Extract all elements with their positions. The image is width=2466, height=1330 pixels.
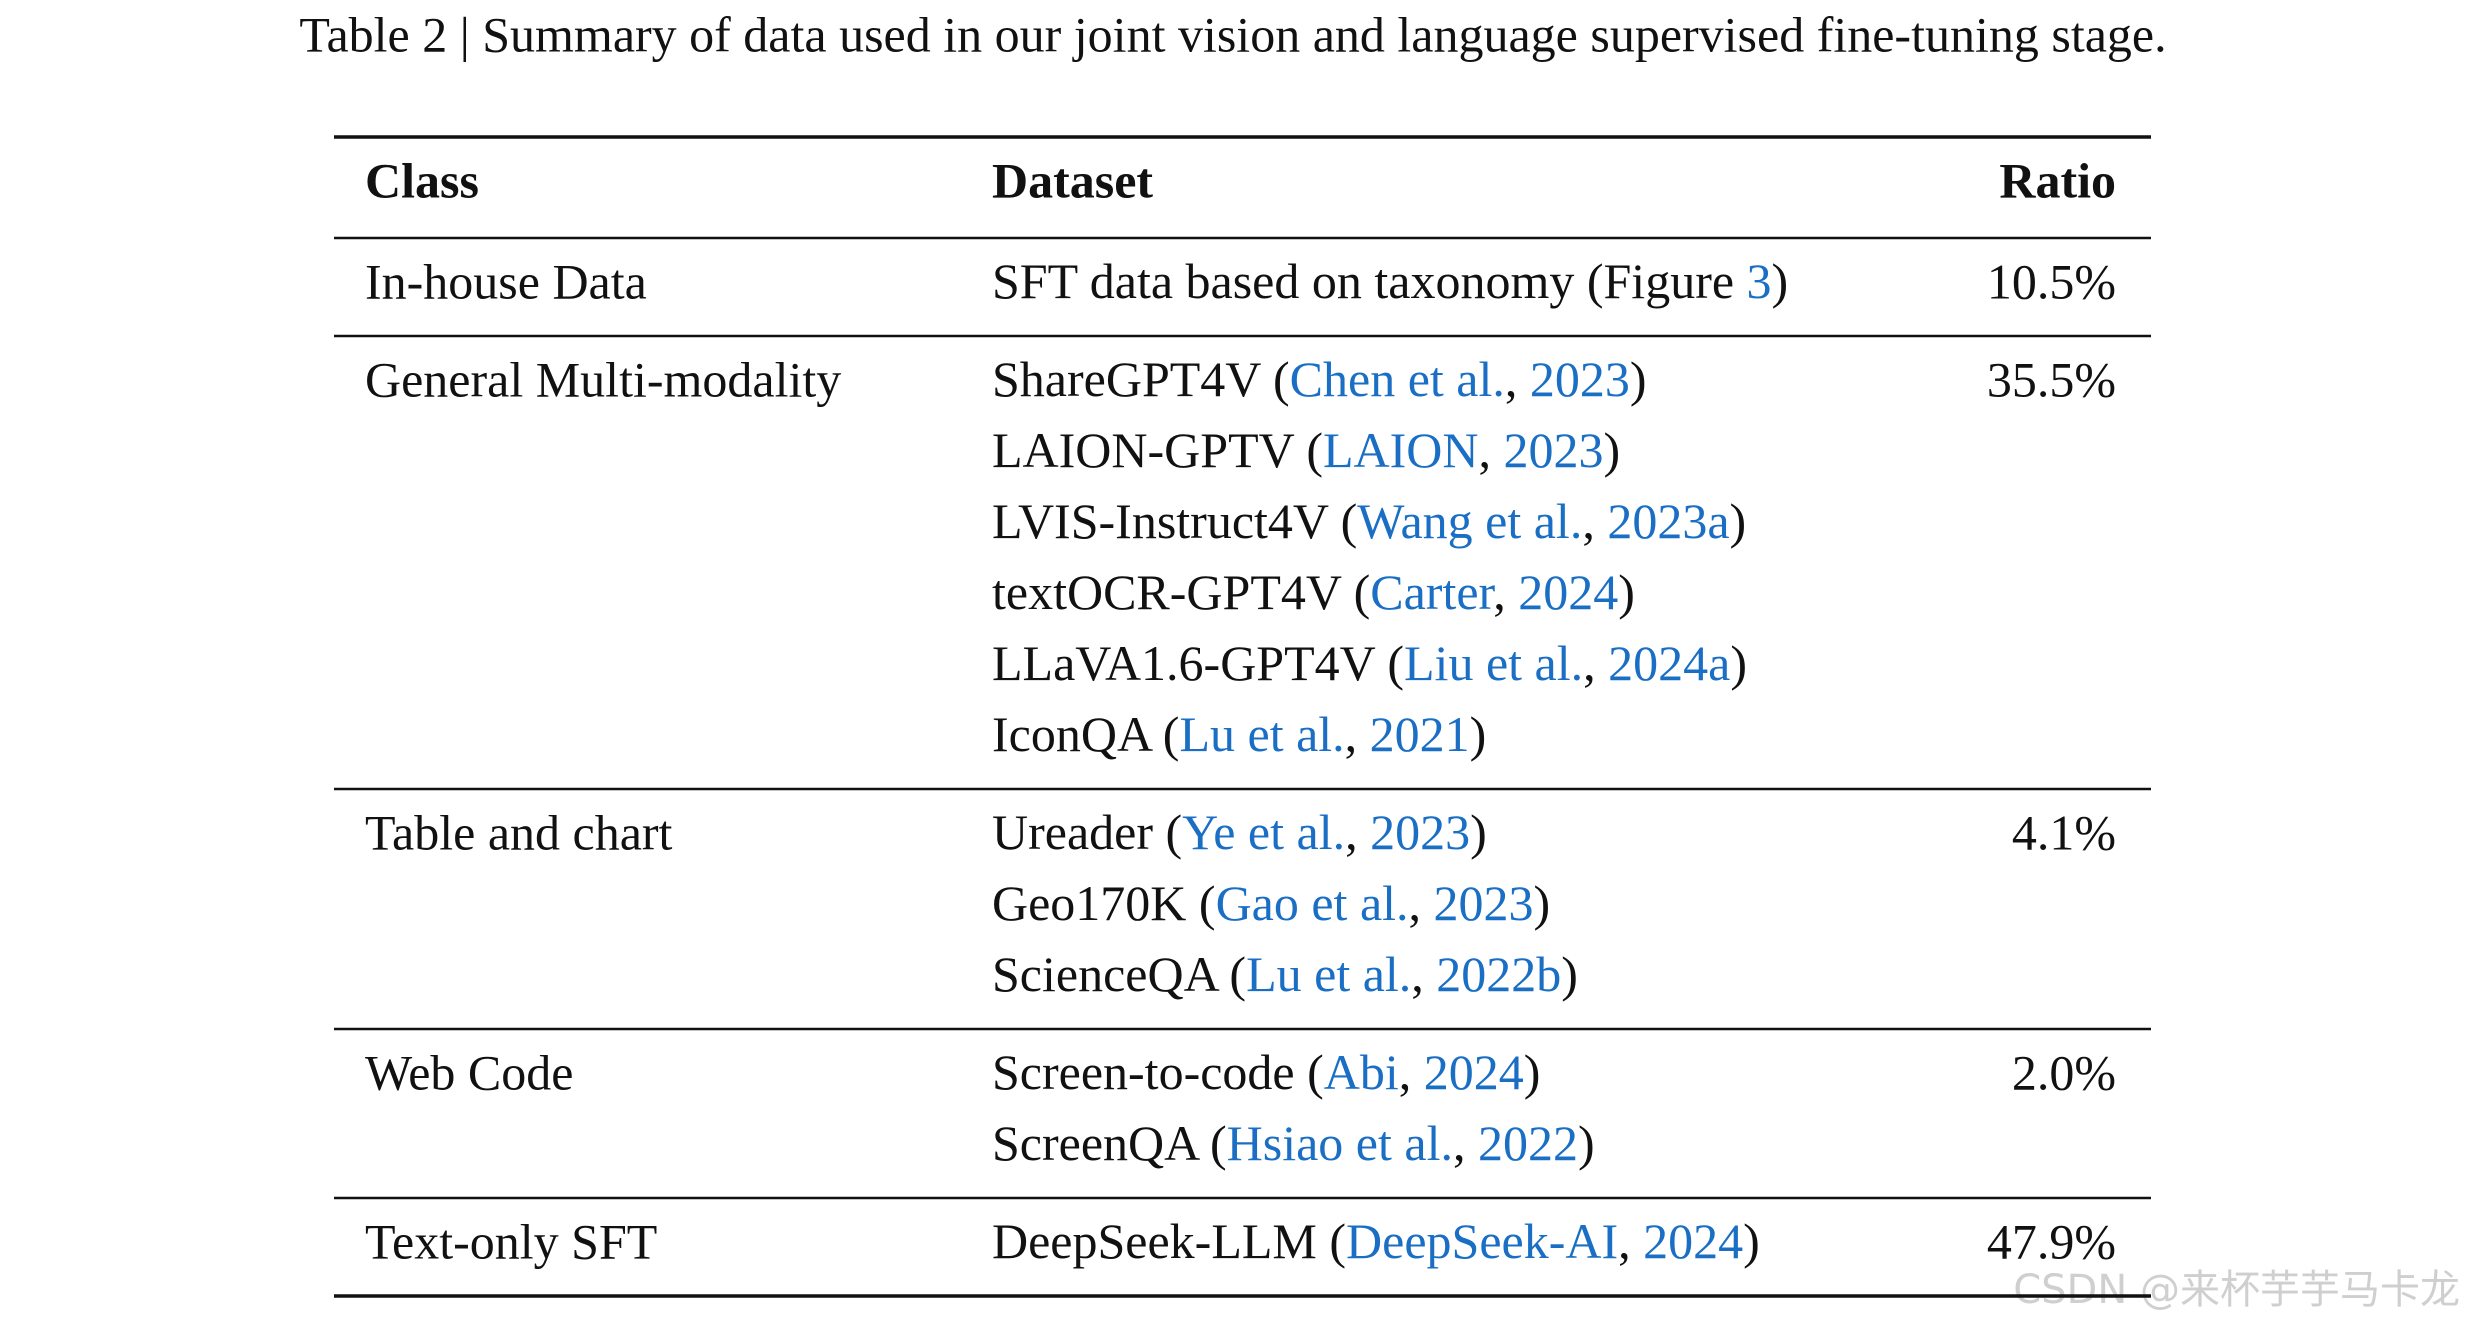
ratio-cell: 10.5% xyxy=(1987,253,2116,309)
dataset-text: , xyxy=(1453,1115,1478,1171)
dataset-line: LAION-GPTV (LAION, 2023) xyxy=(992,422,1620,478)
dataset-line: IconQA (Lu et al., 2021) xyxy=(992,706,1486,762)
citation-link[interactable]: 2024 xyxy=(1518,564,1618,620)
dataset-text: ) xyxy=(1730,635,1747,691)
citation-link[interactable]: 2024 xyxy=(1643,1213,1743,1269)
citation-link[interactable]: DeepSeek-AI xyxy=(1346,1213,1618,1269)
citation-link[interactable]: Carter xyxy=(1370,564,1495,620)
dataset-text: DeepSeek-LLM ( xyxy=(992,1213,1346,1269)
citation-link[interactable]: Gao et al. xyxy=(1216,875,1409,931)
dataset-text: , xyxy=(1345,706,1370,762)
dataset-text: LAION-GPTV ( xyxy=(992,422,1323,478)
dataset-text: textOCR-GPT4V ( xyxy=(992,564,1370,620)
dataset-text: ShareGPT4V ( xyxy=(992,351,1290,407)
ratio-cell: 4.1% xyxy=(2012,804,2116,860)
class-cell: Web Code xyxy=(365,1044,573,1100)
dataset-text: ) xyxy=(1730,493,1747,549)
header-cell: Class xyxy=(365,152,479,208)
dataset-line: Ureader (Ye et al., 2023) xyxy=(992,804,1487,860)
citation-link[interactable]: 2021 xyxy=(1370,706,1470,762)
dataset-text: SFT data based on taxonomy (Figure xyxy=(992,253,1747,309)
dataset-text: ScreenQA ( xyxy=(992,1115,1227,1171)
class-cell: Table and chart xyxy=(365,804,673,860)
dataset-text: ) xyxy=(1772,253,1789,309)
dataset-text: , xyxy=(1411,946,1436,1002)
citation-link[interactable]: Abi xyxy=(1324,1044,1399,1100)
dataset-line: ShareGPT4V (Chen et al., 2023) xyxy=(992,351,1647,407)
citation-link[interactable]: 2023 xyxy=(1370,804,1470,860)
dataset-text: LVIS-Instruct4V ( xyxy=(992,493,1357,549)
dataset-text: ) xyxy=(1604,422,1621,478)
citation-link[interactable]: 2024 xyxy=(1424,1044,1524,1100)
dataset-line: Screen-to-code (Abi, 2024) xyxy=(992,1044,1540,1100)
dataset-text: ) xyxy=(1470,804,1487,860)
dataset-line: SFT data based on taxonomy (Figure 3) xyxy=(992,253,1788,309)
dataset-text: , xyxy=(1345,804,1370,860)
citation-link[interactable]: Lu et al. xyxy=(1179,706,1344,762)
dataset-text: ) xyxy=(1743,1213,1760,1269)
dataset-text: ) xyxy=(1618,564,1635,620)
citation-link[interactable]: 2023 xyxy=(1530,351,1630,407)
citation-link[interactable]: Lu et al. xyxy=(1246,946,1411,1002)
citation-link[interactable]: 2023 xyxy=(1434,875,1534,931)
dataset-text: , xyxy=(1409,875,1434,931)
ratio-cell: 35.5% xyxy=(1987,351,2116,407)
dataset-line: ScreenQA (Hsiao et al., 2022) xyxy=(992,1115,1595,1171)
class-cell: General Multi-modality xyxy=(365,351,841,407)
citation-link[interactable]: 2022 xyxy=(1478,1115,1578,1171)
dataset-line: Geo170K (Gao et al., 2023) xyxy=(992,875,1550,931)
dataset-line: LLaVA1.6-GPT4V (Liu et al., 2024a) xyxy=(992,635,1747,691)
dataset-text: ) xyxy=(1534,875,1551,931)
dataset-text: ) xyxy=(1470,706,1487,762)
citation-link[interactable]: 2024a xyxy=(1608,635,1730,691)
header-cell: Dataset xyxy=(992,152,1153,208)
class-cell: Text-only SFT xyxy=(365,1213,657,1269)
dataset-text: ) xyxy=(1630,351,1647,407)
dataset-text: , xyxy=(1505,351,1530,407)
citation-link[interactable]: Hsiao et al. xyxy=(1227,1115,1453,1171)
ratio-cell: 47.9% xyxy=(1987,1213,2116,1269)
dataset-line: textOCR-GPT4V (Carter, 2024) xyxy=(992,564,1635,620)
dataset-text: ScienceQA ( xyxy=(992,946,1246,1002)
dataset-text: Ureader ( xyxy=(992,804,1182,860)
dataset-line: DeepSeek-LLM (DeepSeek-AI, 2024) xyxy=(992,1213,1760,1269)
citation-link[interactable]: Chen et al. xyxy=(1290,351,1505,407)
dataset-text: Screen-to-code ( xyxy=(992,1044,1324,1100)
dataset-text: , xyxy=(1399,1044,1424,1100)
dataset-text: , xyxy=(1618,1213,1643,1269)
citation-link[interactable]: 2023a xyxy=(1607,493,1729,549)
citation-link[interactable]: 2022b xyxy=(1436,946,1561,1002)
dataset-text: Geo170K ( xyxy=(992,875,1216,931)
watermark: CSDN @来杯芋芋马卡龙 xyxy=(2013,1267,2460,1313)
dataset-text: , xyxy=(1582,493,1607,549)
citation-link[interactable]: Ye et al. xyxy=(1182,804,1345,860)
dataset-text: LLaVA1.6-GPT4V ( xyxy=(992,635,1404,691)
class-cell: In-house Data xyxy=(365,253,647,309)
dataset-line: ScienceQA (Lu et al., 2022b) xyxy=(992,946,1578,1002)
dataset-text: , xyxy=(1493,564,1518,620)
citation-link[interactable]: Wang et al. xyxy=(1357,493,1582,549)
dataset-line: LVIS-Instruct4V (Wang et al., 2023a) xyxy=(992,493,1746,549)
dataset-text: , xyxy=(1479,422,1504,478)
dataset-text: ) xyxy=(1578,1115,1595,1171)
dataset-text: , xyxy=(1583,635,1608,691)
caption: Table 2 | Summary of data used in our jo… xyxy=(299,6,2166,62)
citation-link[interactable]: 2023 xyxy=(1504,422,1604,478)
dataset-text: ) xyxy=(1524,1044,1541,1100)
header-cell: Ratio xyxy=(1999,152,2116,208)
ratio-cell: 2.0% xyxy=(2012,1044,2116,1100)
citation-link[interactable]: Liu et al. xyxy=(1404,635,1583,691)
dataset-text: IconQA ( xyxy=(992,706,1179,762)
citation-link[interactable]: 3 xyxy=(1747,253,1772,309)
citation-link[interactable]: LAION xyxy=(1323,422,1479,478)
dataset-text: ) xyxy=(1561,946,1578,1002)
